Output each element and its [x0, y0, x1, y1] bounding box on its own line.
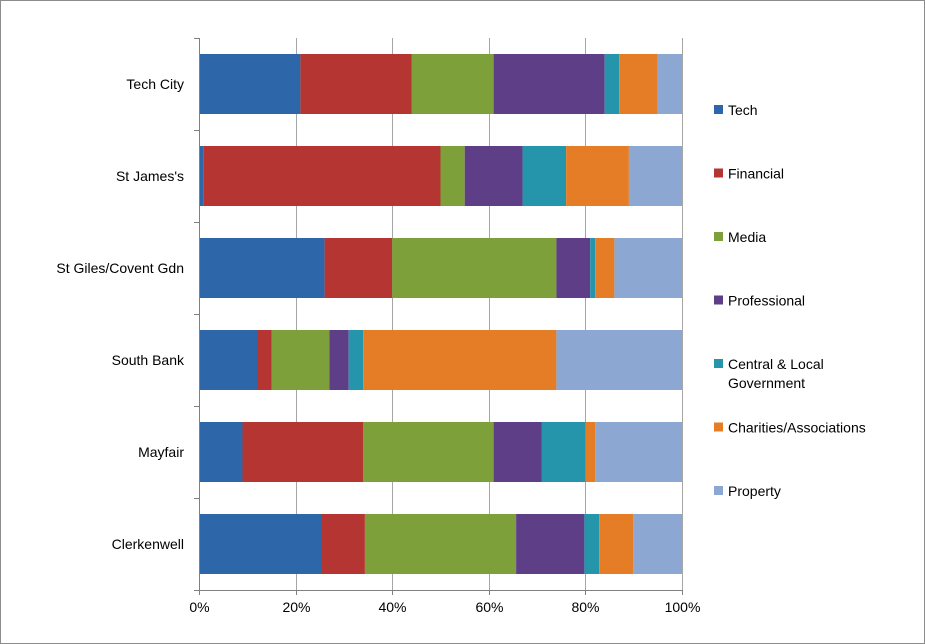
legend-label: Property	[728, 483, 781, 499]
legend-label: Media	[728, 229, 766, 245]
bar-segment	[522, 146, 567, 206]
bar-segment	[584, 514, 599, 574]
bar-segment	[493, 54, 605, 114]
bar-segment	[271, 330, 330, 390]
bar-segment	[541, 422, 586, 482]
legend-label-line: Central & Local	[728, 356, 824, 372]
x-tick-label: 100%	[665, 599, 701, 615]
category-label: Tech City	[126, 76, 184, 92]
bar-segment	[329, 330, 349, 390]
bar-segment	[619, 54, 658, 114]
bar-segment	[348, 330, 364, 390]
bar-segment	[363, 330, 557, 390]
bar-segment	[257, 330, 272, 390]
bar-segment	[199, 330, 257, 390]
legend-swatch	[714, 168, 723, 178]
bar-segment	[595, 422, 682, 482]
bar-segment	[203, 146, 441, 206]
category-label: St James's	[116, 168, 184, 184]
bar-segment	[556, 238, 591, 298]
legend-swatch	[714, 486, 723, 495]
bar-segment	[599, 514, 634, 574]
legend-label-line: Government	[728, 375, 805, 391]
bar-segment	[493, 422, 542, 482]
bar-segment	[614, 238, 682, 298]
bar-segment	[604, 54, 620, 114]
legend-swatch	[714, 359, 723, 368]
legend-swatch	[714, 422, 723, 432]
bar-segment	[595, 238, 615, 298]
bar-segment	[657, 54, 682, 114]
bar-segment	[324, 238, 393, 298]
bar-segment	[392, 238, 557, 298]
bar-segment	[556, 330, 682, 390]
bar-segment	[516, 514, 585, 574]
bar-segment	[199, 238, 325, 298]
bar-segment	[242, 422, 364, 482]
legend-swatch	[714, 295, 723, 305]
legend-label: Charities/Associations	[728, 420, 866, 436]
bar-segment	[199, 422, 243, 482]
bar-segment	[300, 54, 412, 114]
x-tick-label: 80%	[571, 599, 599, 615]
legend-swatch	[714, 105, 723, 114]
x-tick-label: 0%	[189, 599, 209, 615]
axes: 0% 20% 40% 60% 80% 100% Tech City St James's St …	[56, 38, 700, 615]
bar-segment	[199, 146, 204, 206]
bar-segment	[464, 146, 523, 206]
bars	[199, 54, 682, 574]
bar-segment	[590, 238, 595, 298]
category-label: Mayfair	[138, 444, 184, 460]
legend-swatch	[714, 232, 723, 241]
bar-segment	[199, 54, 301, 114]
x-tick-label: 20%	[282, 599, 310, 615]
bar-segment	[633, 514, 682, 574]
bar-segment	[585, 422, 596, 482]
bar-segment	[199, 514, 321, 574]
legend-label: Financial	[728, 166, 784, 182]
category-label: Clerkenwell	[112, 536, 184, 552]
x-tick-label: 40%	[378, 599, 406, 615]
bar-segment	[440, 146, 465, 206]
category-label: South Bank	[112, 352, 185, 368]
bar-segment	[321, 514, 365, 574]
x-tick-label: 60%	[475, 599, 503, 615]
bar-segment	[411, 54, 494, 114]
bar-segment	[628, 146, 682, 206]
bar-segment	[363, 422, 494, 482]
bar-segment	[364, 514, 517, 574]
category-label: St Giles/Covent Gdn	[56, 260, 184, 276]
legend-label: Central & Local Government	[728, 356, 824, 391]
bar-segment	[566, 146, 629, 206]
legend-label: Tech	[728, 102, 758, 118]
legend-label: Professional	[728, 293, 805, 309]
legend: Tech Financial Media Professional Central & …	[714, 102, 866, 499]
